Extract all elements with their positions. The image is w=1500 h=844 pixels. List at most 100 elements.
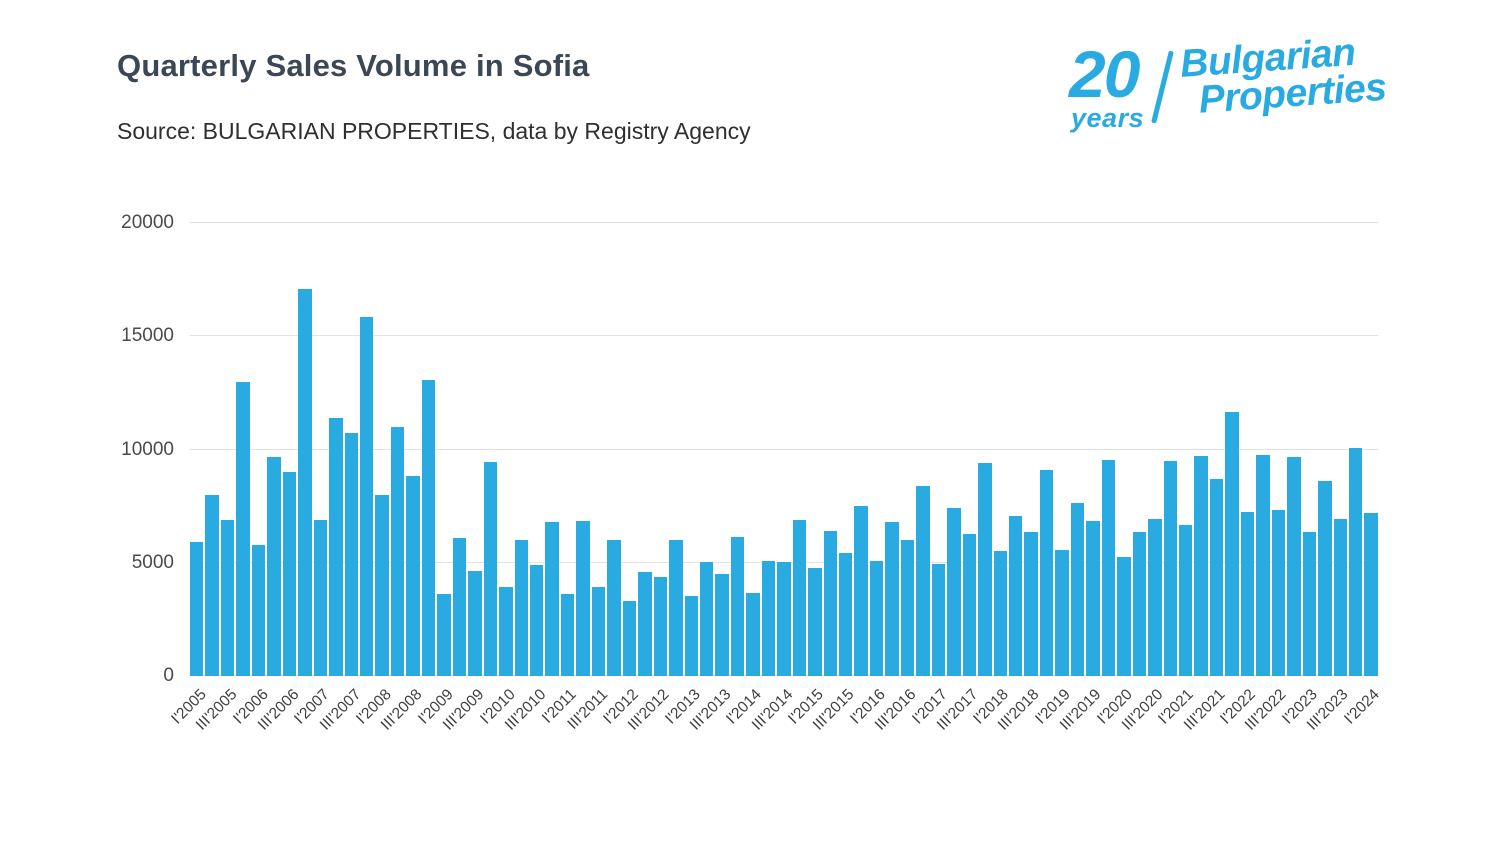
bar-III'2010 [529, 565, 544, 676]
bar-III'2020 [1148, 518, 1162, 676]
bar-II'2020 [1132, 532, 1147, 676]
bar-III'2018 [1024, 532, 1038, 676]
sales-volume-bar-chart: 0 5000 10000 15000 20000 I'2005 III'2005 I'200… [121, 212, 1382, 766]
bar-I'2005 [190, 542, 204, 676]
bar-I'2023 [1302, 532, 1317, 676]
logo-wordmark-line2: Properties [1197, 65, 1388, 122]
bar-IV'2008 [421, 380, 436, 676]
bar-III'2006 [282, 472, 297, 676]
bar-II'2007 [329, 417, 343, 676]
bar-I'2009 [437, 594, 451, 676]
bar-I'2006 [251, 544, 266, 676]
bar-IV'2012 [669, 540, 683, 676]
bar-III'2017 [962, 534, 977, 676]
bar-III'2009 [468, 570, 482, 676]
bar-I'2016 [869, 560, 884, 676]
bar-IV'2009 [483, 461, 498, 676]
logo-20-years-block: 20 years [1069, 37, 1145, 134]
bar-II'2013 [699, 561, 714, 676]
bulgarian-properties-logo: 20 years Bulgarian Properties [1069, 31, 1388, 134]
bar-I'2018 [993, 551, 1008, 676]
bar-IV'2023 [1348, 448, 1363, 676]
bar-III'2022 [1271, 509, 1286, 676]
bar-III'2016 [900, 540, 915, 676]
x-axis-labels: I'2005 III'2005 I'2006 III'2006 I'2007 III'20… [168, 676, 1382, 766]
gridline-15000 [190, 335, 1378, 337]
bar-II'2012 [638, 571, 652, 676]
bar-I'2022 [1240, 511, 1255, 676]
bar-III'2021 [1209, 478, 1224, 676]
bar-IV'2016 [916, 485, 930, 676]
bar-I'2008 [375, 494, 389, 676]
y-axis-tick-label: 10000 [121, 438, 174, 460]
logo-years-text: years [1071, 102, 1145, 133]
bar-II'2016 [885, 521, 899, 676]
gridline-20000 [190, 222, 1378, 223]
bar-IV'2017 [978, 463, 992, 676]
y-axis-tick-label: 5000 [131, 551, 174, 573]
bar-II'2018 [1009, 516, 1023, 676]
bar-I'2012 [622, 601, 637, 676]
bar-I'2015 [808, 568, 822, 676]
bar-II'2019 [1070, 502, 1085, 676]
bar-I'2020 [1117, 557, 1131, 676]
title-block: Quarterly Sales Volume in Sofia Source: … [117, 40, 751, 145]
bar-I'2011 [560, 594, 575, 676]
bar-I'2010 [499, 586, 513, 676]
logo-20-number: 20 [1069, 37, 1140, 111]
bar-III'2023 [1333, 518, 1347, 676]
bar-II'2008 [390, 426, 405, 676]
bar-III'2019 [1086, 520, 1100, 676]
logo-slash-divider [1151, 50, 1174, 124]
bar-III'2013 [715, 574, 729, 676]
y-axis-tick-label: 15000 [121, 325, 174, 347]
bar-I'2007 [313, 519, 328, 676]
bar-I'2013 [684, 595, 698, 676]
bar-II'2015 [823, 531, 838, 676]
bar-III'2008 [406, 475, 420, 676]
bar-III'2014 [777, 561, 791, 676]
bar-I'2014 [746, 593, 760, 676]
page-title: Quarterly Sales Volume in Sofia [117, 48, 590, 83]
y-axis-labels: 0 5000 10000 15000 20000 [104, 212, 174, 686]
bar-II'2014 [761, 560, 776, 676]
bar-I'2024 [1364, 512, 1378, 676]
bar-II'2009 [452, 537, 467, 676]
bar-II'2017 [947, 508, 961, 676]
bar-III'2015 [839, 552, 853, 676]
bar-IV'2014 [792, 519, 807, 676]
bar-IV'2013 [730, 536, 745, 676]
bar-I'2019 [1055, 550, 1069, 676]
bar-IV'2011 [607, 540, 621, 676]
plot-area: 0 5000 10000 15000 20000 [121, 212, 1378, 686]
bar-I'2017 [931, 563, 946, 676]
bar-IV'2015 [854, 506, 868, 676]
bar-II'2011 [576, 520, 590, 676]
bar-IV'2010 [545, 521, 559, 676]
bar-III'2012 [653, 577, 668, 676]
bar-II'2022 [1256, 455, 1270, 676]
x-axis-tick-label: I'2024 [1340, 686, 1383, 728]
bar-II'2005 [205, 494, 219, 676]
header: Quarterly Sales Volume in Sofia Source: … [117, 31, 1388, 145]
source-caption: Source: BULGARIAN PROPERTIES, data by Re… [117, 118, 751, 144]
bars [190, 223, 1378, 676]
bar-III'2007 [344, 432, 358, 676]
bar-II'2010 [514, 540, 528, 676]
logo-wordmark: Bulgarian Properties [1179, 31, 1388, 122]
bar-IV'2022 [1287, 457, 1301, 676]
bar-IV'2019 [1101, 459, 1116, 676]
y-axis-tick-label: 0 [163, 665, 174, 686]
gridline-10000 [190, 448, 1378, 450]
bar-IV'2021 [1225, 412, 1239, 676]
bar-III'2005 [220, 519, 235, 676]
bar-IV'2007 [359, 317, 374, 676]
bar-IV'2018 [1039, 469, 1054, 676]
bar-II'2006 [267, 457, 281, 676]
bar-II'2023 [1318, 481, 1332, 676]
bar-II'2021 [1194, 456, 1208, 676]
bar-III'2011 [591, 586, 606, 676]
bar-IV'2020 [1163, 460, 1177, 676]
bar-IV'2005 [236, 381, 250, 676]
